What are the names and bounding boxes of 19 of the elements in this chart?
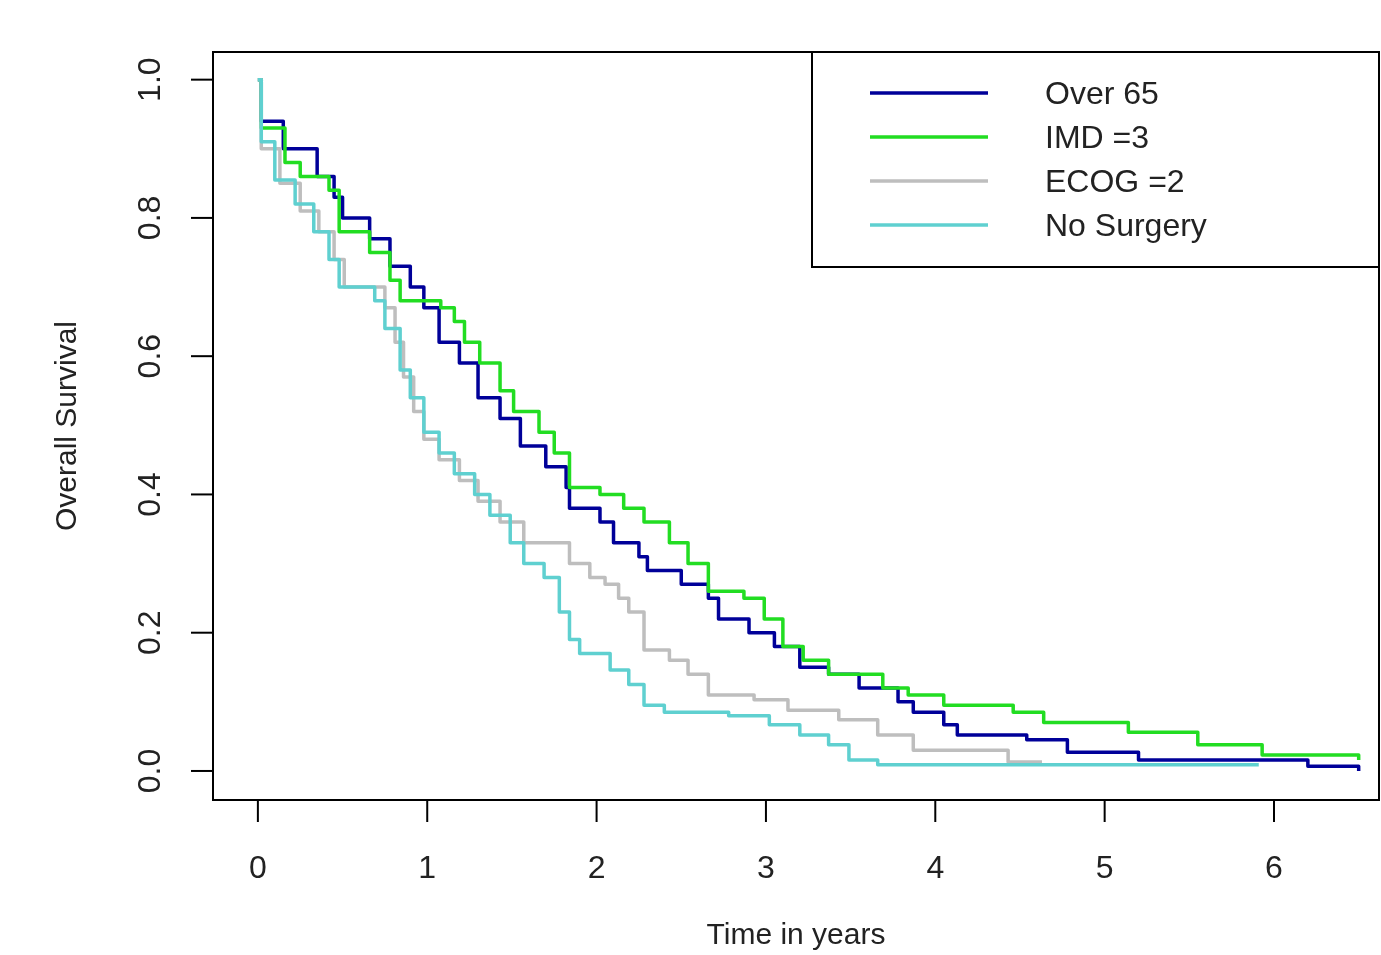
y-tick-label: 0.6 — [131, 333, 167, 379]
x-tick-label: 4 — [926, 849, 945, 885]
x-tick-label: 6 — [1265, 849, 1283, 885]
x-tick-label: 0 — [248, 849, 267, 885]
y-tick-label: 0.2 — [131, 610, 167, 655]
x-axis-title: Time in years — [706, 917, 886, 950]
legend-label: Over 65 — [1045, 75, 1159, 111]
legend-label: IMD =3 — [1045, 119, 1150, 155]
x-tick-label: 3 — [757, 849, 775, 885]
legend-label: No Surgery — [1045, 207, 1207, 243]
x-tick-label: 5 — [1095, 849, 1114, 885]
x-tick-label: 1 — [418, 849, 437, 885]
y-axis-title: Overall Survival — [49, 320, 82, 532]
y-tick-label: 1.0 — [131, 57, 167, 102]
x-tick-label: 2 — [587, 849, 606, 885]
y-tick-label: 0.4 — [131, 472, 167, 517]
y-tick-label: 0.8 — [131, 195, 167, 241]
legend-label: ECOG =2 — [1045, 163, 1185, 199]
y-tick-label: 0.0 — [131, 748, 167, 794]
